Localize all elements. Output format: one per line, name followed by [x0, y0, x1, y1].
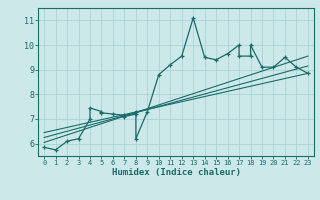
X-axis label: Humidex (Indice chaleur): Humidex (Indice chaleur) [111, 168, 241, 177]
